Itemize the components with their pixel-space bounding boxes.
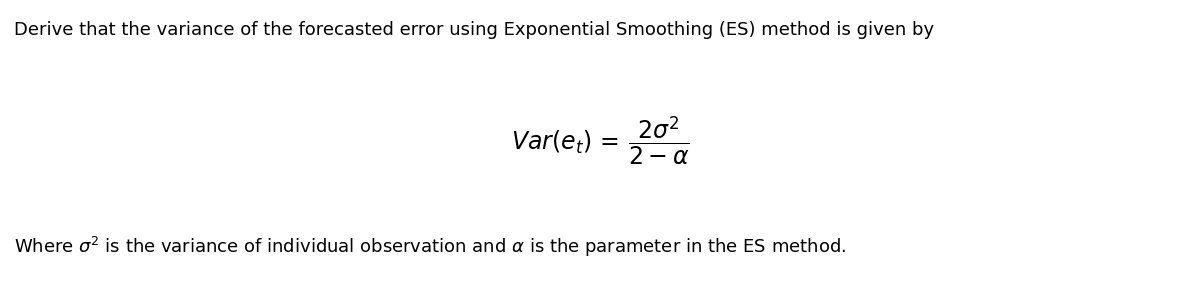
Text: Where $\sigma^2$ is the variance of individual observation and $\alpha$ is the p: Where $\sigma^2$ is the variance of indi… [14, 235, 847, 259]
Text: $\mathit{Var}(e_t)\, =\, \dfrac{2\sigma^2}{2 - \alpha}$: $\mathit{Var}(e_t)\, =\, \dfrac{2\sigma^… [511, 115, 689, 167]
Text: Derive that the variance of the forecasted error using Exponential Smoothing (ES: Derive that the variance of the forecast… [14, 21, 935, 39]
